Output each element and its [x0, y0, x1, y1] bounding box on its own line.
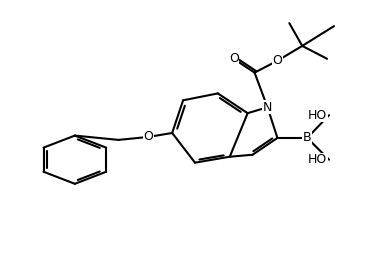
- Text: B: B: [303, 132, 312, 144]
- Text: HO: HO: [308, 153, 327, 166]
- Text: O: O: [272, 54, 282, 67]
- Text: N: N: [263, 101, 272, 114]
- Text: HO: HO: [308, 109, 327, 122]
- Text: O: O: [143, 130, 153, 143]
- Text: O: O: [229, 52, 239, 65]
